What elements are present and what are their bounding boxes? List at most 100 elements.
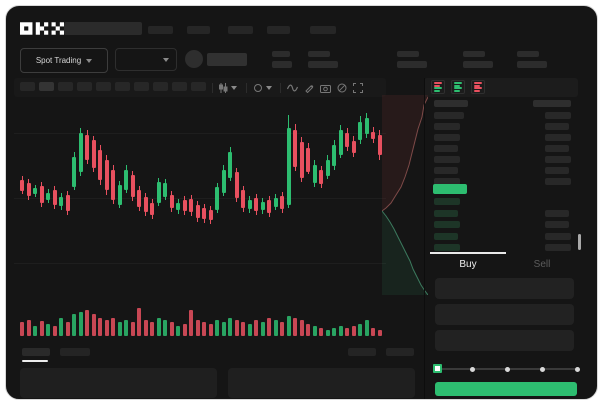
trading-app-window: Spot Trading: [5, 5, 598, 400]
timeframe-button[interactable]: [20, 82, 35, 91]
timeframe-button[interactable]: [77, 82, 92, 91]
nav-item[interactable]: [187, 26, 210, 34]
chart-chip-placeholder[interactable]: [386, 348, 414, 356]
nav-item[interactable]: [310, 26, 336, 34]
bottom-left-panel[interactable]: [20, 368, 217, 398]
volume-bar: [46, 324, 50, 336]
okx-logo[interactable]: [20, 21, 64, 36]
candle-body: [325, 160, 330, 176]
volume-bar: [247, 324, 252, 336]
amount-input[interactable]: [435, 304, 574, 325]
stat-value-placeholder: [397, 61, 427, 68]
scrollbar-thumb[interactable]: [578, 234, 581, 250]
volume-bar: [312, 326, 317, 336]
ask-amount-bar: [545, 134, 571, 141]
candle-body: [91, 140, 96, 168]
timeframe-buttons: [6, 6, 426, 101]
candle-body: [130, 175, 135, 197]
fullscreen-icon: [353, 83, 363, 93]
timeframe-button[interactable]: [115, 82, 130, 91]
candle-body: [260, 202, 265, 210]
nav-item[interactable]: [228, 26, 253, 34]
ob-header-amount: [533, 100, 571, 107]
bid-price-bar: [434, 209, 458, 217]
timeframe-button[interactable]: [58, 82, 73, 91]
screenshot-button[interactable]: [320, 83, 331, 93]
chart-chip-placeholder[interactable]: [348, 348, 376, 356]
candle-body: [169, 195, 174, 208]
timeframe-button[interactable]: [172, 82, 187, 91]
volume-bar: [65, 322, 70, 336]
ask-price-bar: [434, 156, 460, 163]
timeframe-button[interactable]: [39, 82, 54, 91]
stat-value-placeholder: [463, 61, 493, 68]
ask-amount-bar: [545, 112, 571, 119]
timeframe-button[interactable]: [191, 82, 206, 91]
candle-body: [345, 133, 349, 147]
chart-type-dropdown[interactable]: [218, 83, 237, 93]
stat-label-placeholder: [308, 51, 330, 57]
slider-stop[interactable]: [470, 366, 475, 372]
bid-amount-bar: [545, 244, 571, 251]
bottom-right-panel[interactable]: [228, 368, 415, 398]
buy-submit-button[interactable]: [435, 382, 577, 396]
ask-price-bar: [434, 123, 460, 130]
orderbook-layout-combined-icon[interactable]: [431, 80, 445, 94]
ticker-stats: [6, 6, 597, 76]
slider-stop[interactable]: [505, 366, 510, 372]
timeframe-button[interactable]: [134, 82, 149, 91]
chart-tab-placeholder[interactable]: [22, 348, 50, 356]
slider-stop[interactable]: [575, 366, 580, 372]
hide-button[interactable]: [337, 83, 347, 93]
nav-item[interactable]: [267, 26, 290, 34]
slider-handle[interactable]: [433, 364, 442, 373]
volume-bar: [52, 326, 57, 336]
candlestick-chart[interactable]: [14, 95, 386, 301]
volume-bar: [319, 328, 323, 336]
timeframe-button[interactable]: [153, 82, 168, 91]
timeframe-button[interactable]: [96, 82, 111, 91]
stat-value-placeholder: [517, 61, 547, 68]
slash-circle-icon: [337, 83, 347, 93]
tab-sell[interactable]: Sell: [506, 256, 578, 272]
candle-body: [254, 198, 258, 211]
indicator-wave-button[interactable]: [287, 83, 298, 93]
top-nav: [6, 6, 597, 46]
volume-bar: [156, 318, 161, 336]
sell-tab-label: Sell: [533, 258, 551, 270]
volume-bar: [325, 330, 330, 336]
candle-body: [306, 148, 310, 172]
pair-dropdown[interactable]: [115, 48, 177, 71]
ask-amount-bar: [545, 178, 571, 185]
candle-body: [176, 203, 180, 210]
ask-price-bar: [434, 112, 464, 119]
tab-buy[interactable]: Buy: [430, 256, 506, 272]
price-input[interactable]: [435, 278, 574, 299]
search-input[interactable]: [64, 22, 142, 35]
wave-icon: [287, 84, 298, 92]
fullscreen-button[interactable]: [353, 83, 363, 93]
candle-body: [358, 122, 362, 140]
candle-body: [228, 152, 232, 178]
ask-amount-bar: [545, 156, 571, 163]
ask-amount-bar: [545, 167, 569, 174]
divider: [246, 83, 247, 93]
volume-bar: [78, 312, 83, 336]
candle-body: [26, 183, 31, 196]
orderbook-layout-buy-icon[interactable]: [451, 80, 465, 94]
slider-stop[interactable]: [540, 366, 545, 372]
gridline: [14, 263, 386, 264]
total-input[interactable]: [435, 330, 574, 351]
volume-bar: [371, 328, 375, 336]
nav-item[interactable]: [148, 26, 173, 34]
ask-price-bar: [434, 178, 460, 185]
orderbook-layout-sell-icon[interactable]: [471, 80, 485, 94]
volume-bar: [143, 320, 148, 336]
draw-tool-button[interactable]: [304, 83, 314, 93]
overlay-dropdown[interactable]: [253, 83, 272, 93]
candle-body: [202, 208, 206, 219]
chart-tab-placeholder[interactable]: [60, 348, 90, 356]
market-type-selector[interactable]: Spot Trading: [20, 48, 108, 73]
volume-bar: [254, 320, 258, 336]
volume-bar: [195, 320, 200, 336]
